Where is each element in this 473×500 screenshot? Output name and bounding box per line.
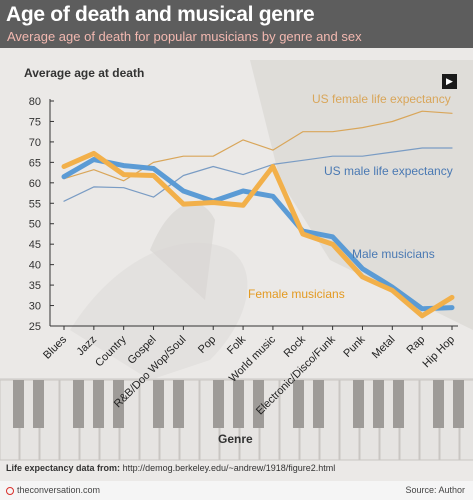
footer-note-url[interactable]: http://demog.berkeley.edu/~andrew/1918/f… (122, 463, 336, 473)
black-key (73, 380, 84, 428)
y-tick-label: 35 (29, 280, 41, 292)
header-bar: Age of death and musical genre Average a… (0, 0, 473, 48)
series-line-female-musicians (61, 150, 455, 319)
piano-keys (0, 379, 473, 461)
black-key (113, 380, 124, 428)
x-tick-label: Blues (41, 333, 69, 361)
annotation-label: US male life expectancy (324, 164, 453, 178)
black-key (173, 380, 184, 428)
y-tick-label: 65 (29, 157, 41, 169)
series-line-us-male-life-expectancy (63, 147, 453, 202)
chart-subtitle: Average age of death for popular musicia… (7, 29, 362, 44)
x-tick-label: Hip Hop (421, 334, 458, 371)
y-axis-title: Average age at death (24, 66, 145, 80)
brand-link[interactable]: theconversation.com (6, 485, 100, 495)
annotation-layer: US female life expectancy US male life ex… (248, 92, 453, 301)
y-tick-label: 55 (29, 198, 41, 210)
series-line-us-female-life-expectancy (63, 110, 453, 182)
black-key (93, 380, 104, 428)
black-key (433, 380, 444, 428)
series-line-male-musicians (61, 157, 455, 312)
y-tick-label: 25 (29, 321, 41, 333)
y-tick-label: 30 (29, 301, 41, 313)
y-tick-label: 75 (29, 116, 41, 128)
black-key (153, 380, 164, 428)
black-key (13, 380, 24, 428)
black-key (253, 380, 264, 428)
annotation-label: Male musicians (352, 247, 435, 261)
black-key (373, 380, 384, 428)
x-axis-title: Genre (218, 432, 253, 446)
y-tick-label: 80 (29, 96, 41, 108)
black-key (353, 380, 364, 428)
black-key (213, 380, 224, 428)
chart-title: Age of death and musical genre (6, 3, 315, 26)
x-tick-label: Punk (341, 333, 368, 360)
source-credit: Source: Author (405, 485, 465, 495)
footer-note-label: Life expectancy data from: (6, 463, 121, 473)
black-key (453, 380, 464, 428)
expand-button[interactable]: ▶ (442, 74, 457, 89)
brand-text: theconversation.com (17, 485, 101, 495)
conversation-logo-icon (6, 487, 14, 495)
annotation-label: Female musicians (248, 287, 345, 301)
black-key (293, 380, 304, 428)
x-tick-label: Rock (282, 333, 309, 360)
y-tick-label: 50 (29, 219, 41, 231)
black-key (233, 380, 244, 428)
x-tick-label: Folk (225, 333, 249, 357)
black-key (33, 380, 44, 428)
series-layer (61, 110, 455, 319)
x-tick-label: Pop (196, 334, 218, 356)
black-key (313, 380, 324, 428)
y-axis: 25 30 35 40 45 50 55 60 65 70 75 80 (29, 96, 54, 333)
x-tick-label: Rap (405, 334, 428, 357)
y-tick-label: 40 (29, 260, 41, 272)
black-key (393, 380, 404, 428)
x-tick-label: Jazz (74, 334, 98, 358)
y-tick-label: 45 (29, 239, 41, 251)
x-tick-label: Metal (370, 334, 398, 362)
annotation-label: US female life expectancy (312, 92, 451, 106)
footer-note: Life expectancy data from: http://demog.… (6, 463, 335, 473)
y-tick-label: 70 (29, 137, 41, 149)
play-arrow-icon: ▶ (446, 76, 453, 86)
y-tick-label: 60 (29, 178, 41, 190)
x-tick-label: Country (93, 333, 129, 369)
footer-bar (0, 481, 473, 500)
